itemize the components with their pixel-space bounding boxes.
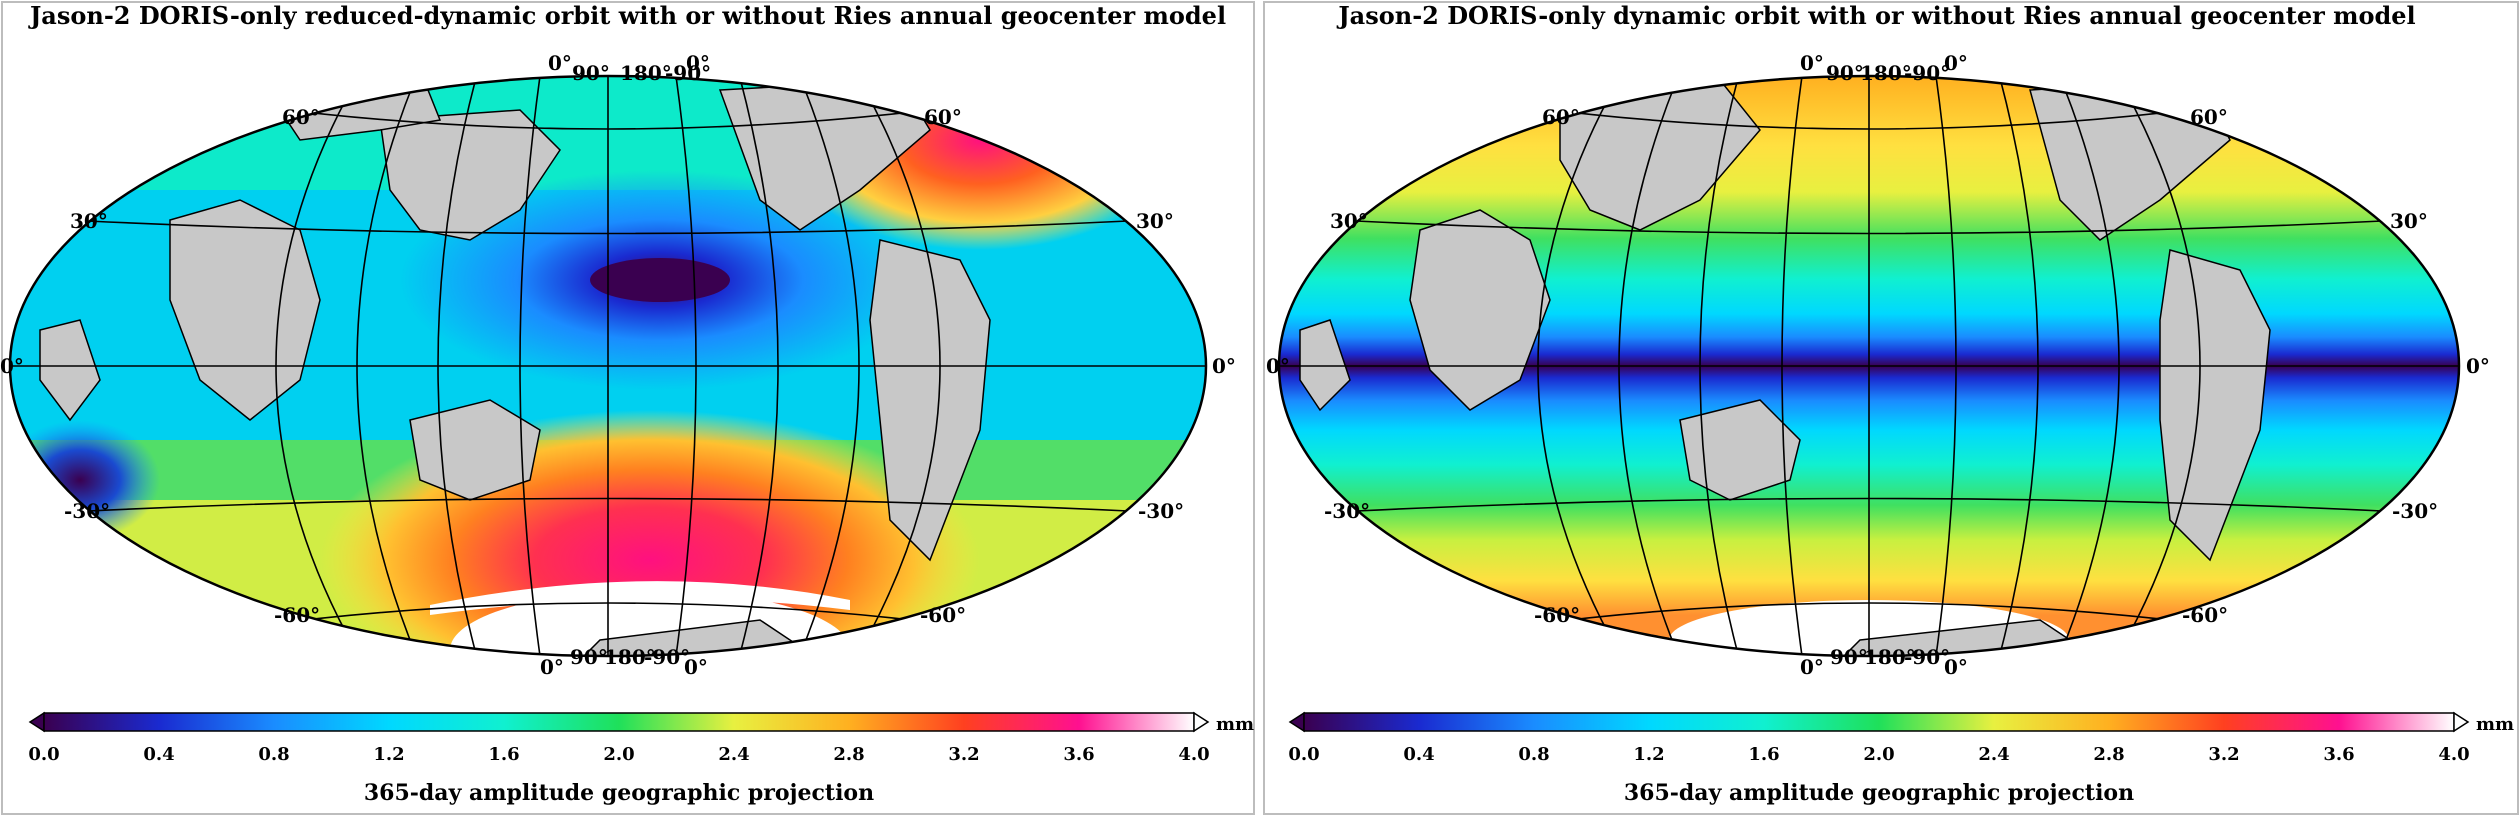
colorbar-tick: 4.0 bbox=[2438, 744, 2469, 765]
colorbar-max-arrow bbox=[2453, 711, 2470, 733]
colorbar-unit: mm bbox=[2476, 714, 2514, 735]
lat-label: 0° bbox=[2466, 354, 2490, 378]
colorbar-tick: 0.4 bbox=[1403, 744, 1434, 765]
colorbar-tick: 3.6 bbox=[1063, 744, 1094, 765]
colorbar-tick: 1.6 bbox=[1748, 744, 1779, 765]
colorbar-min-arrow bbox=[28, 711, 45, 733]
lat-label: 0° bbox=[1266, 354, 1290, 378]
colorbar-tick: 4.0 bbox=[1178, 744, 1209, 765]
lat-label: 60° bbox=[1542, 105, 1580, 129]
lon-label: 90° bbox=[1830, 645, 1868, 669]
colorbar-tick: 1.6 bbox=[488, 744, 519, 765]
lon-label: 0° bbox=[1944, 655, 1968, 679]
lon-label: -90° bbox=[1904, 61, 1950, 85]
colorbar-tick: 2.0 bbox=[603, 744, 634, 765]
lat-label: 30° bbox=[1136, 209, 1174, 233]
colorbar-bar bbox=[1303, 712, 2455, 732]
colorbar-tick: 3.6 bbox=[2323, 744, 2354, 765]
colorbar-max-arrow bbox=[1193, 711, 1210, 733]
colorbar-bar bbox=[43, 712, 1195, 732]
lat-label: -30° bbox=[2392, 499, 2438, 523]
colorbar-tick: 1.2 bbox=[373, 744, 404, 765]
lat-label: 30° bbox=[1330, 209, 1368, 233]
colorbar-right: mm 0.0 0.4 0.8 1.2 1.6 2.0 2.4 2.8 3.2 3… bbox=[1288, 711, 2514, 806]
lat-label: -30° bbox=[1138, 499, 1184, 523]
colorbar-tick: 2.8 bbox=[2093, 744, 2124, 765]
lat-label: -60° bbox=[2182, 603, 2228, 627]
lon-label: 90° bbox=[570, 645, 608, 669]
lon-label: 0° bbox=[540, 655, 564, 679]
lon-label: 0° bbox=[548, 51, 572, 75]
lon-label: 0° bbox=[686, 51, 710, 75]
lat-label: -30° bbox=[1324, 499, 1370, 523]
lat-label: 30° bbox=[2390, 209, 2428, 233]
lon-label: 180° bbox=[604, 645, 656, 669]
colorbar-tick: 0.8 bbox=[258, 744, 289, 765]
lon-label: -90° bbox=[1904, 645, 1950, 669]
colorbar-tick: 2.8 bbox=[833, 744, 864, 765]
lon-label: -90° bbox=[644, 645, 690, 669]
lon-label: 0° bbox=[684, 655, 708, 679]
lat-label: 60° bbox=[2190, 105, 2228, 129]
lon-label: 0° bbox=[1800, 655, 1824, 679]
colorbar-left: mm 0.0 0.4 0.8 1.2 1.6 2.0 2.4 2.8 3.2 3… bbox=[28, 711, 1254, 806]
colorbar-tick: 1.2 bbox=[1633, 744, 1664, 765]
lon-label: 180° bbox=[620, 61, 672, 85]
lon-label: -90° bbox=[665, 61, 711, 85]
lon-label: 0° bbox=[1800, 51, 1824, 75]
lat-label: -60° bbox=[920, 603, 966, 627]
panel-right-frame bbox=[1263, 1, 2519, 815]
map-right: 0° 90° 180° -90° 0° 0° 90° 180° -90° 0° … bbox=[1266, 51, 2490, 679]
panel-right-title: Jason-2 DORIS-only dynamic orbit with or… bbox=[1336, 1, 2415, 30]
lat-label: 60° bbox=[282, 105, 320, 129]
colorbar-tick: 0.4 bbox=[143, 744, 174, 765]
lon-label: 180° bbox=[1864, 645, 1916, 669]
panel-left: Jason-2 DORIS-only reduced-dynamic orbit… bbox=[0, 1, 1255, 815]
map-left-boundary bbox=[8, 74, 1208, 658]
lat-label: 0° bbox=[0, 354, 24, 378]
colorbar-tick: 2.4 bbox=[718, 744, 749, 765]
map-left: 0° 90° 180° -90° 0° 0° 90° 180° -90° 0° … bbox=[0, 51, 1236, 679]
colorbar-tick: 0.0 bbox=[1288, 744, 1319, 765]
lat-label: -60° bbox=[274, 603, 320, 627]
lat-label: -30° bbox=[64, 499, 110, 523]
lon-label: 180° bbox=[1860, 61, 1912, 85]
lon-label: 90° bbox=[572, 61, 610, 85]
colorbar-tick: 2.0 bbox=[1863, 744, 1894, 765]
colorbar-unit: mm bbox=[1216, 714, 1254, 735]
colorbar-tick: 2.4 bbox=[1978, 744, 2009, 765]
lat-label: -60° bbox=[1534, 603, 1580, 627]
lon-label: 90° bbox=[1826, 61, 1864, 85]
lat-label: 60° bbox=[924, 105, 962, 129]
colorbar-tick: 3.2 bbox=[948, 744, 979, 765]
lat-label: 0° bbox=[1212, 354, 1236, 378]
map-right-boundary bbox=[1277, 74, 2461, 658]
colorbar-tick: 3.2 bbox=[2208, 744, 2239, 765]
colorbar-tick: 0.8 bbox=[1518, 744, 1549, 765]
panel-left-title: Jason-2 DORIS-only reduced-dynamic orbit… bbox=[28, 1, 1226, 30]
colorbar-caption: 365-day amplitude geographic projection bbox=[1624, 780, 2134, 806]
colorbar-caption: 365-day amplitude geographic projection bbox=[364, 780, 874, 806]
panel-right: Jason-2 DORIS-only dynamic orbit with or… bbox=[1263, 1, 2519, 815]
lon-label: 0° bbox=[1944, 51, 1968, 75]
colorbar-tick: 0.0 bbox=[28, 744, 59, 765]
colorbar-min-arrow bbox=[1288, 711, 1305, 733]
panel-left-frame bbox=[1, 1, 1255, 815]
lat-label: 30° bbox=[70, 209, 108, 233]
